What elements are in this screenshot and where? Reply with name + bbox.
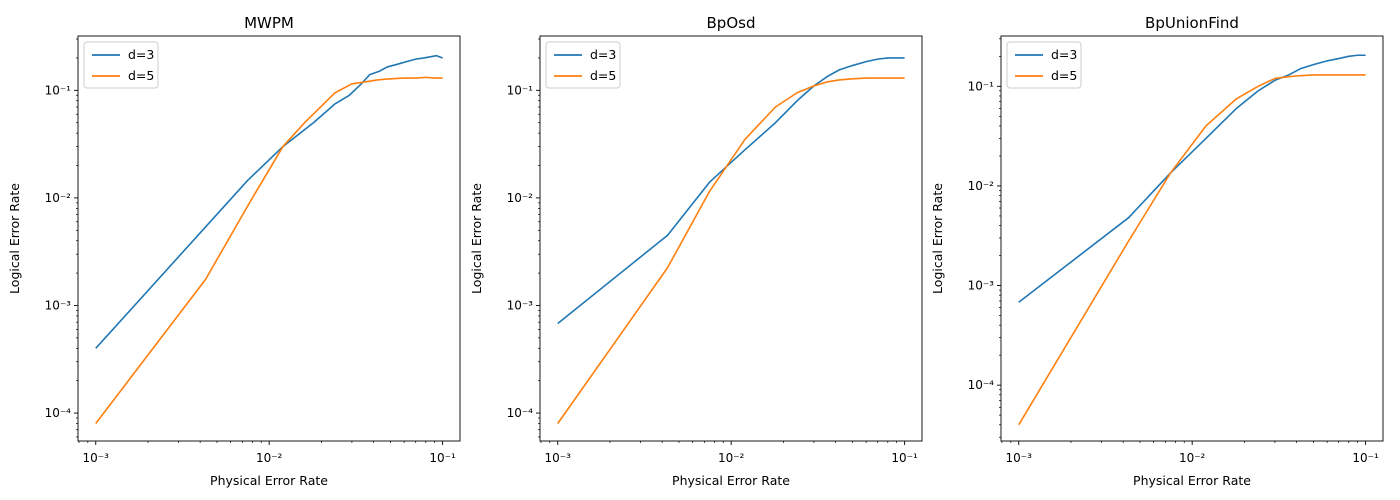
y-tick-label: 10⁻³ [45, 298, 72, 312]
y-tick-label: 10⁻¹ [968, 79, 995, 93]
series-line-d=3 [557, 57, 905, 325]
axes-frame [539, 35, 923, 442]
chart-panel-1: 10⁻³ 10⁻² 10⁻¹ 10⁻⁴ 10⁻³ 10⁻² 10⁻¹ MWPM Physical… [7, 14, 461, 488]
x-tick-label: 10⁻¹ [891, 451, 918, 465]
legend-label-d=5: d=5 [128, 68, 154, 83]
x-tick-label: 10⁻¹ [429, 451, 456, 465]
plot-area [1001, 36, 1383, 441]
x-axis-label: Physical Error Rate [210, 473, 328, 488]
axes-frame [77, 35, 461, 442]
legend-label-d=3: d=3 [128, 47, 154, 62]
x-axis-label: Physical Error Rate [672, 473, 790, 488]
y-tick-label: 10⁻⁴ [968, 378, 995, 392]
chart-title: BpOsd [707, 14, 756, 32]
y-axis-label: Logical Error Rate [930, 183, 945, 294]
series-line-d=5 [95, 76, 443, 424]
chart-panel-3: 10⁻³ 10⁻² 10⁻¹ 10⁻⁴ 10⁻³ 10⁻² 10⁻¹ BpUnionFind P… [930, 14, 1384, 488]
chart-title: MWPM [244, 14, 294, 32]
y-tick-label: 10⁻² [507, 191, 534, 205]
x-tick-label: 10⁻¹ [1352, 451, 1379, 465]
y-axis-label: Logical Error Rate [469, 183, 484, 294]
y-tick-label: 10⁻³ [507, 298, 534, 312]
chart-panel-2: 10⁻³ 10⁻² 10⁻¹ 10⁻⁴ 10⁻³ 10⁻² 10⁻¹ BpOsd Physica… [469, 14, 923, 488]
x-tick-label: 10⁻² [256, 451, 283, 465]
legend-label-d=5: d=5 [1051, 68, 1077, 83]
series-line-d=3 [1018, 54, 1366, 303]
y-tick-label: 10⁻⁴ [507, 406, 534, 420]
legend-label-d=3: d=3 [1051, 47, 1077, 62]
x-tick-label: 10⁻³ [83, 451, 110, 465]
y-axis-label: Logical Error Rate [7, 183, 22, 294]
y-tick-label: 10⁻¹ [507, 83, 534, 97]
x-tick-label: 10⁻² [1179, 451, 1206, 465]
series-line-d=3 [95, 54, 443, 349]
x-tick-label: 10⁻³ [545, 451, 572, 465]
plot-area [78, 36, 460, 441]
series-line-d=5 [1018, 74, 1366, 426]
y-tick-label: 10⁻² [968, 179, 995, 193]
y-tick-label: 10⁻¹ [45, 83, 72, 97]
x-tick-label: 10⁻² [718, 451, 745, 465]
x-axis-label: Physical Error Rate [1133, 473, 1251, 488]
y-tick-label: 10⁻³ [968, 279, 995, 293]
legend-label-d=3: d=3 [590, 47, 616, 62]
chart-title: BpUnionFind [1145, 14, 1239, 32]
y-tick-label: 10⁻⁴ [45, 406, 72, 420]
axes-frame [1000, 35, 1384, 442]
legend-label-d=5: d=5 [590, 68, 616, 83]
x-tick-label: 10⁻³ [1006, 451, 1033, 465]
y-tick-label: 10⁻² [45, 191, 72, 205]
plot-area [540, 36, 922, 441]
series-line-d=5 [557, 77, 905, 424]
